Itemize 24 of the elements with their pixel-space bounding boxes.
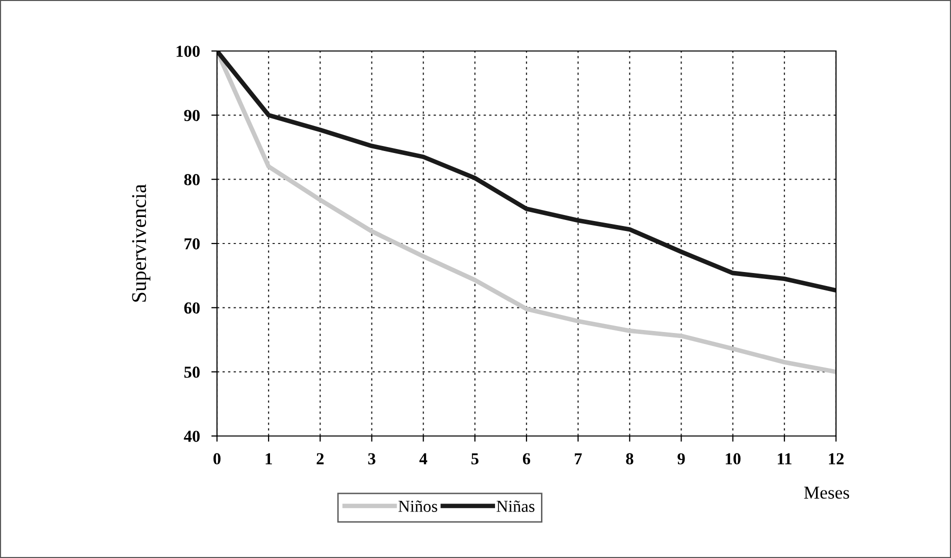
x-tick-label: 11 (778, 453, 792, 464)
x-tick-label: 2 (316, 453, 324, 464)
y-axis-title: Supervivencia (132, 184, 150, 302)
y-tick-label: 90 (184, 110, 200, 122)
y-tick-label: 60 (184, 302, 200, 314)
x-axis-title: Meses (804, 486, 850, 499)
x-tick-label: 4 (419, 453, 428, 464)
x-tick-label: 3 (368, 453, 376, 464)
x-tick-label: 7 (574, 453, 582, 464)
y-tick-label: 50 (184, 366, 200, 378)
legend-label: Niñas (496, 500, 534, 512)
y-tick-label: 40 (184, 430, 200, 442)
x-tick-label: 8 (626, 453, 634, 464)
x-tick-label: 6 (522, 453, 530, 464)
x-tick-label: 0 (213, 453, 221, 464)
x-tick-label: 5 (471, 453, 478, 464)
y-tick-label: 100 (176, 46, 200, 57)
x-tick-label: 10 (726, 453, 741, 464)
x-tick-label: 12 (829, 453, 844, 464)
legend-label: Niños (398, 500, 438, 512)
x-tick-label: 9 (678, 453, 685, 464)
y-tick-label: 70 (184, 238, 200, 250)
x-tick-label: 1 (266, 453, 272, 464)
y-tick-label: 80 (184, 174, 200, 186)
